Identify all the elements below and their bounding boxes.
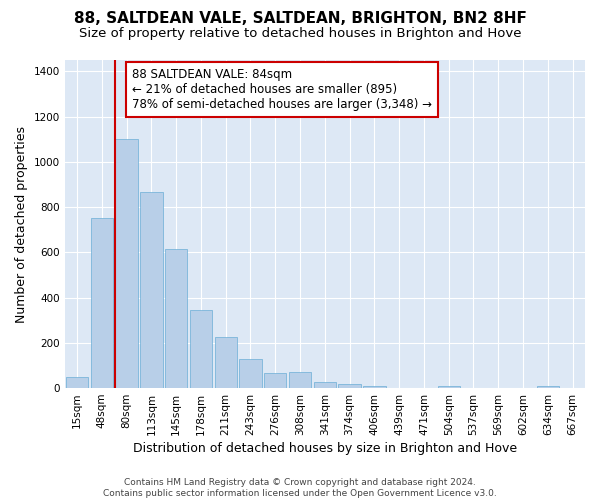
Bar [115,139,138,388]
Bar [536,386,559,388]
Y-axis label: Number of detached properties: Number of detached properties [15,126,28,322]
Bar [165,249,187,388]
Bar [91,218,113,388]
Text: Contains HM Land Registry data © Crown copyright and database right 2024.
Contai: Contains HM Land Registry data © Crown c… [103,478,497,498]
Bar [140,192,163,388]
Bar [314,382,336,388]
Bar [190,310,212,388]
Text: 88 SALTDEAN VALE: 84sqm
← 21% of detached houses are smaller (895)
78% of semi-d: 88 SALTDEAN VALE: 84sqm ← 21% of detache… [133,68,433,111]
Bar [239,358,262,388]
X-axis label: Distribution of detached houses by size in Brighton and Hove: Distribution of detached houses by size … [133,442,517,455]
Bar [363,386,386,388]
Bar [66,377,88,388]
Bar [338,384,361,388]
Text: 88, SALTDEAN VALE, SALTDEAN, BRIGHTON, BN2 8HF: 88, SALTDEAN VALE, SALTDEAN, BRIGHTON, B… [74,11,526,26]
Bar [437,386,460,388]
Text: Size of property relative to detached houses in Brighton and Hove: Size of property relative to detached ho… [79,28,521,40]
Bar [215,337,237,388]
Bar [289,372,311,388]
Bar [264,374,286,388]
